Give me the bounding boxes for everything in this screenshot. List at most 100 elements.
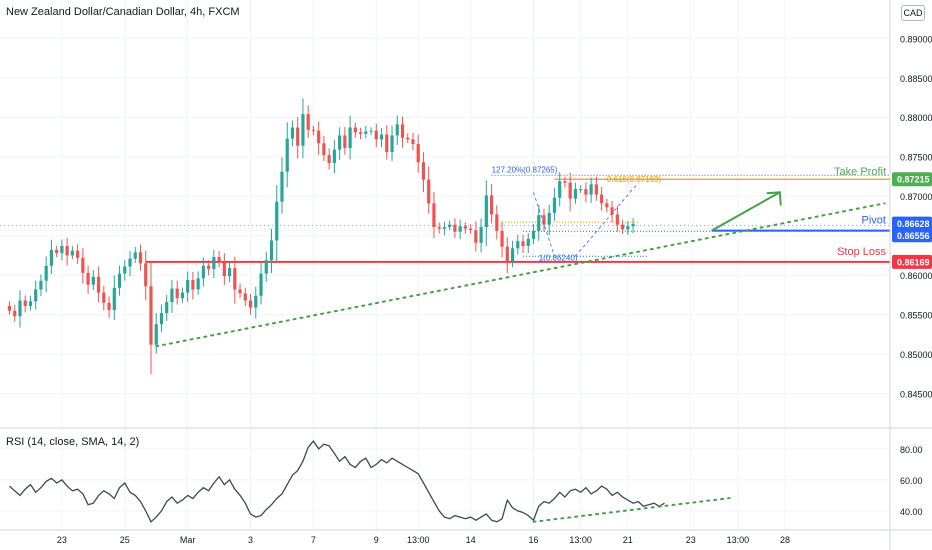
candle — [332, 140, 336, 174]
candle — [39, 274, 43, 297]
candle-body — [91, 276, 95, 285]
price-tag — [892, 254, 932, 269]
candle — [610, 200, 614, 223]
candle — [584, 182, 588, 202]
candle — [18, 290, 22, 328]
candle — [285, 122, 289, 188]
candle-body — [626, 226, 630, 230]
candle-body — [264, 260, 268, 274]
candle — [227, 262, 232, 283]
candle-body — [102, 292, 106, 303]
price-levels — [0, 174, 890, 263]
candle-body — [458, 226, 462, 232]
candle — [531, 224, 536, 245]
candle-body — [516, 241, 520, 249]
candle — [327, 148, 331, 170]
stop-loss-label: Stop Loss — [837, 246, 886, 258]
candle-body — [81, 257, 85, 273]
fib-label: 1(0.86240) — [539, 253, 578, 262]
candle-body — [631, 223, 635, 227]
candle-body — [395, 124, 399, 136]
candle-body — [133, 252, 137, 259]
time-tick-label: 25 — [120, 535, 130, 545]
fib-diagonal — [533, 192, 555, 257]
candle — [427, 166, 431, 214]
candle — [463, 222, 467, 234]
candle — [311, 125, 316, 136]
candle — [348, 115, 352, 160]
candle-body — [610, 207, 614, 215]
candle — [458, 219, 462, 240]
candle-body — [222, 262, 226, 276]
candle-body — [400, 124, 405, 138]
rsi-tick-label: 60.00 — [900, 476, 923, 486]
candle-body — [584, 189, 588, 195]
candle-body — [317, 130, 321, 144]
candle — [474, 221, 478, 252]
time-tick-label: 23 — [686, 535, 696, 545]
rsi-panel — [9, 440, 731, 523]
rsi-line — [9, 440, 665, 523]
candle-body — [55, 249, 59, 254]
price-tick-label: 0.84500 — [900, 390, 932, 400]
candle — [112, 275, 116, 320]
time-tick-label: 3 — [248, 535, 253, 545]
candle — [13, 304, 17, 322]
candle-body — [227, 268, 232, 276]
chart-title: New Zealand Dollar/Canadian Dollar, 4h, … — [6, 6, 240, 18]
candle-body — [620, 224, 625, 230]
candle — [81, 247, 85, 284]
candle — [175, 280, 179, 305]
candle — [49, 239, 54, 274]
time-tick-label: 7 — [311, 535, 316, 545]
candle — [338, 127, 342, 160]
candle — [615, 206, 619, 232]
candle-body — [23, 300, 27, 307]
candle-body — [531, 230, 536, 239]
rsi-trendline — [532, 497, 731, 523]
candle-body — [343, 135, 347, 149]
candle — [133, 246, 137, 263]
candle-body — [573, 189, 578, 199]
price-tick-label: 0.87500 — [900, 153, 932, 163]
candle-body — [348, 127, 352, 149]
candle-body — [191, 279, 195, 290]
candle-body — [112, 287, 116, 310]
candle — [96, 266, 101, 303]
candle-body — [180, 292, 185, 299]
price-tag — [892, 228, 932, 243]
candle — [526, 233, 530, 254]
time-tick-label: Mar — [180, 535, 196, 545]
candle-body — [123, 266, 127, 274]
candle-body — [76, 250, 80, 258]
candle — [7, 301, 12, 315]
candle — [568, 172, 572, 212]
candle — [86, 265, 90, 294]
candle — [626, 221, 630, 235]
candle-body — [39, 280, 43, 290]
candle — [301, 98, 305, 159]
time-tick-label: 23 — [57, 535, 67, 545]
time-tick-label: 13:00 — [569, 535, 592, 545]
price-tick-label: 0.88000 — [900, 113, 932, 123]
currency-badge[interactable]: CAD — [901, 5, 925, 21]
candle — [117, 265, 122, 296]
candle-body — [479, 227, 483, 243]
candle-body — [269, 240, 274, 261]
candle-body — [290, 127, 295, 139]
rsi-title: RSI (14, close, SMA, 14, 2) — [6, 436, 140, 448]
candle — [448, 220, 452, 231]
candle-body — [594, 184, 598, 195]
candle-body — [248, 300, 253, 308]
candle — [369, 127, 373, 135]
candle — [489, 184, 494, 224]
trendline — [155, 202, 886, 348]
candle — [358, 127, 363, 140]
grid — [0, 0, 890, 530]
candle-body — [421, 162, 426, 180]
candle-body — [332, 149, 336, 164]
price-tag-label: 0.86556 — [897, 231, 930, 241]
candle-body — [207, 265, 211, 269]
candle — [238, 283, 242, 299]
candle-body — [489, 195, 494, 215]
